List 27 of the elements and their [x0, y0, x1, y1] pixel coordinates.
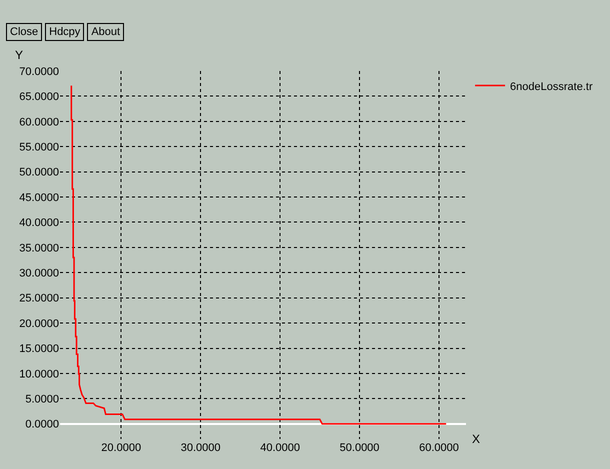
y-tick-label: 60.0000 — [19, 116, 59, 128]
text: Close — [6, 23, 42, 41]
y-axis-title: Y — [15, 48, 24, 62]
x-tick-label: 60.0000 — [419, 442, 459, 454]
y-tick-label: 15.0000 — [19, 343, 59, 356]
x-tick-label: 40.0000 — [260, 442, 300, 454]
x-tick-label: 20.0000 — [101, 442, 142, 454]
y-tick-label: 10.0000 — [19, 368, 59, 380]
y-tick-label: 20.0000 — [19, 318, 59, 330]
y-tick-label: 25.0000 — [19, 292, 59, 305]
x-tick-label: 50.0000 — [340, 442, 380, 454]
text: About — [87, 23, 124, 41]
y-tick-label: 35.0000 — [19, 242, 59, 254]
y-tick-label: 5.0000 — [25, 394, 59, 406]
y-tick-label: 0.0000 — [25, 418, 59, 431]
y-tick-label: 45.0000 — [19, 192, 59, 204]
y-tick-label: 50.0000 — [19, 166, 59, 179]
text: Hdcpy — [45, 23, 84, 41]
y-tick-label: 70.0000 — [19, 66, 59, 78]
line-series — [70, 84, 447, 425]
y-tick-label: 40.0000 — [19, 217, 59, 230]
y-tick-label: 30.0000 — [19, 267, 59, 280]
legend-label: 6nodeLossrate.tr — [510, 80, 593, 93]
x-tick-label: 30.0000 — [180, 442, 221, 454]
x-axis-title: X — [472, 432, 480, 446]
y-tick-label: 55.0000 — [19, 141, 59, 154]
y-tick-label: 65.0000 — [19, 91, 59, 104]
